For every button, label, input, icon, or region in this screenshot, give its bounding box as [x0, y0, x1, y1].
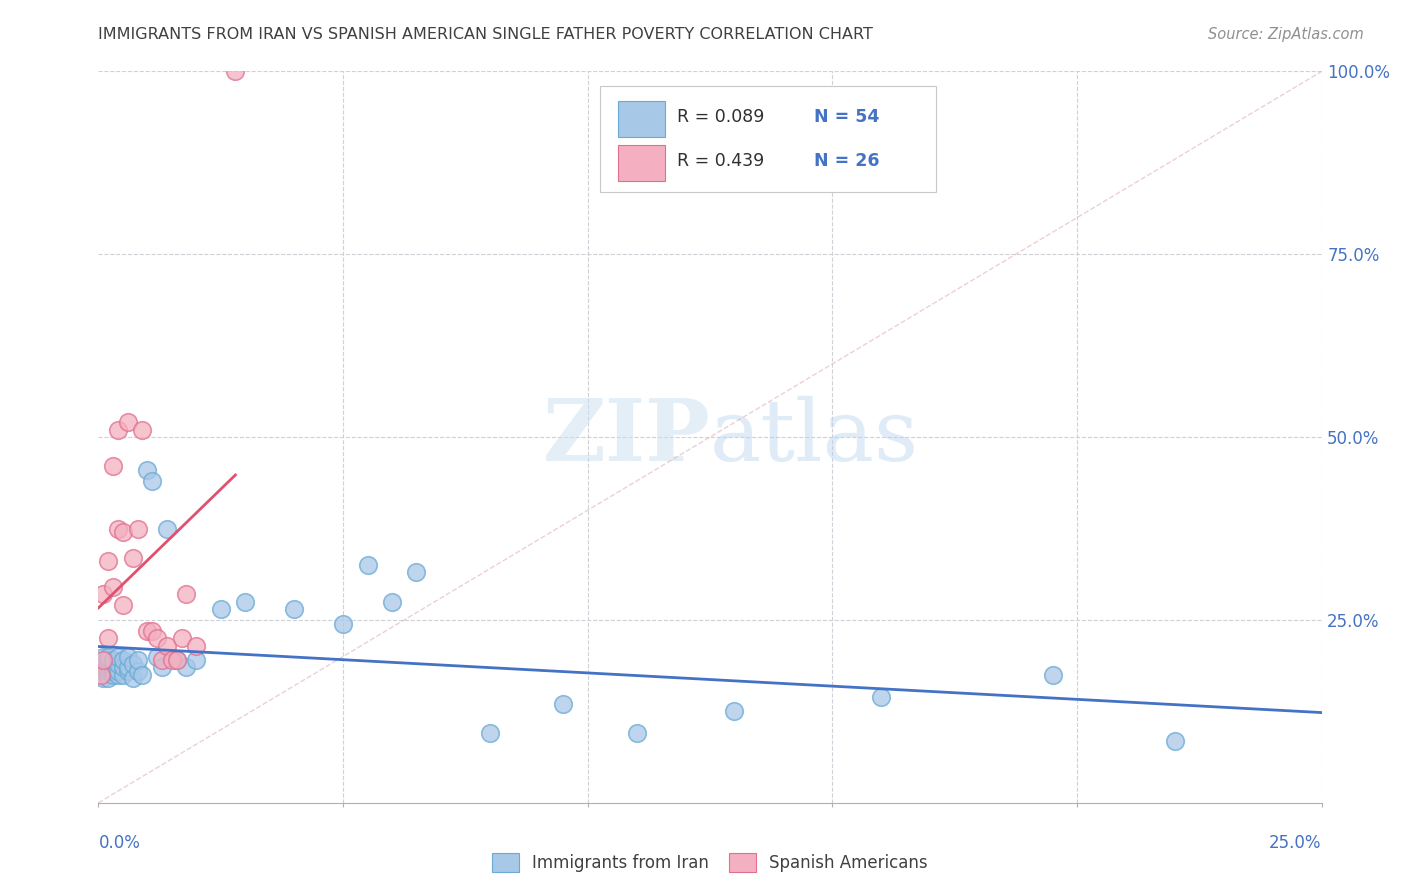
Point — [107, 649, 129, 664]
Point — [117, 664, 139, 678]
Point — [91, 657, 114, 671]
Point — [91, 672, 114, 686]
Point — [117, 660, 139, 674]
Text: R = 0.439: R = 0.439 — [678, 153, 765, 170]
Text: N = 54: N = 54 — [814, 109, 879, 127]
Point — [101, 653, 124, 667]
Point — [146, 632, 169, 646]
Text: 0.0%: 0.0% — [98, 834, 141, 852]
Point — [723, 705, 745, 719]
Point — [101, 459, 124, 474]
Point — [1164, 733, 1187, 747]
Point — [111, 660, 134, 674]
Point — [107, 664, 129, 678]
Point — [111, 599, 134, 613]
Legend: Immigrants from Iran, Spanish Americans: Immigrants from Iran, Spanish Americans — [485, 846, 935, 879]
Point — [101, 664, 124, 678]
Point — [478, 726, 501, 740]
Point — [107, 667, 129, 681]
Point — [127, 521, 149, 535]
Point — [176, 660, 198, 674]
Point — [870, 690, 893, 704]
Point — [101, 657, 124, 671]
Point — [117, 649, 139, 664]
Point — [97, 554, 120, 568]
Point — [156, 639, 179, 653]
Point — [101, 660, 124, 674]
Point — [176, 587, 198, 601]
Point — [90, 667, 112, 681]
Point — [97, 649, 120, 664]
Point — [136, 463, 159, 477]
Point — [1042, 667, 1064, 681]
Point — [186, 653, 208, 667]
Point — [121, 550, 143, 565]
Point — [332, 616, 354, 631]
Text: 25.0%: 25.0% — [1270, 834, 1322, 852]
Y-axis label: Single Father Poverty: Single Father Poverty — [0, 349, 8, 525]
Text: ZIP: ZIP — [543, 395, 710, 479]
Point — [141, 474, 163, 488]
Point — [111, 667, 134, 681]
Point — [91, 653, 114, 667]
Point — [97, 664, 120, 678]
Point — [160, 653, 183, 667]
Text: atlas: atlas — [710, 395, 920, 479]
Point — [224, 64, 246, 78]
Point — [121, 672, 143, 686]
Point — [91, 649, 114, 664]
Point — [91, 664, 114, 678]
FancyBboxPatch shape — [619, 145, 665, 181]
Point — [553, 697, 575, 711]
Point — [117, 416, 139, 430]
Point — [97, 632, 120, 646]
Point — [131, 423, 153, 437]
Point — [156, 521, 179, 535]
Point — [170, 632, 193, 646]
Point — [209, 602, 232, 616]
Point — [97, 657, 120, 671]
Text: R = 0.089: R = 0.089 — [678, 109, 765, 127]
Point — [186, 639, 208, 653]
Point — [381, 594, 404, 608]
Point — [101, 667, 124, 681]
Point — [233, 594, 256, 608]
Point — [111, 653, 134, 667]
Point — [111, 525, 134, 540]
Point — [91, 660, 114, 674]
Point — [97, 653, 120, 667]
Point — [150, 653, 173, 667]
Point — [626, 726, 648, 740]
FancyBboxPatch shape — [619, 101, 665, 137]
Point — [166, 653, 188, 667]
Point — [136, 624, 159, 638]
Point — [141, 624, 163, 638]
Point — [91, 587, 114, 601]
Point — [127, 664, 149, 678]
Point — [107, 521, 129, 535]
Point — [131, 667, 153, 681]
Point — [405, 566, 427, 580]
FancyBboxPatch shape — [600, 86, 936, 192]
Point — [150, 660, 173, 674]
Point — [90, 660, 112, 674]
Point — [127, 653, 149, 667]
Text: N = 26: N = 26 — [814, 153, 880, 170]
Text: IMMIGRANTS FROM IRAN VS SPANISH AMERICAN SINGLE FATHER POVERTY CORRELATION CHART: IMMIGRANTS FROM IRAN VS SPANISH AMERICAN… — [98, 27, 873, 42]
Point — [121, 657, 143, 671]
Point — [166, 653, 188, 667]
Point — [107, 423, 129, 437]
Point — [283, 602, 305, 616]
Point — [97, 672, 120, 686]
Point — [97, 660, 120, 674]
Point — [356, 558, 378, 573]
Point — [146, 649, 169, 664]
Text: Source: ZipAtlas.com: Source: ZipAtlas.com — [1208, 27, 1364, 42]
Point — [107, 657, 129, 671]
Point — [101, 580, 124, 594]
